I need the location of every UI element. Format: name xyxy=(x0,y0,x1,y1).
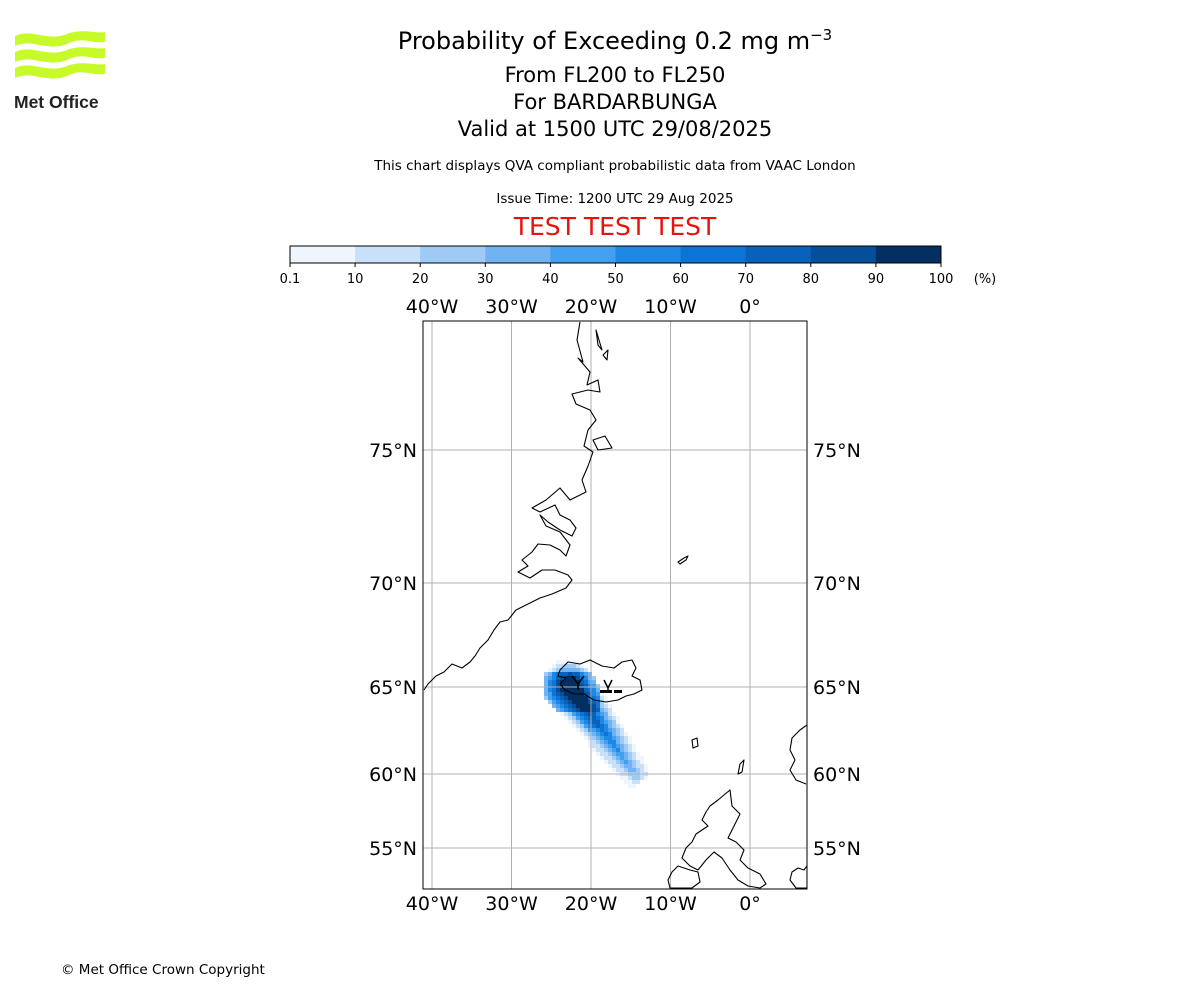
colorbar-tick-label: 80 xyxy=(803,272,820,287)
logo-waves xyxy=(15,31,105,79)
latitude-label: 75°N xyxy=(813,440,861,462)
longitude-label: 0° xyxy=(739,296,761,318)
longitude-label: 20°W xyxy=(565,296,618,318)
longitude-label: 0° xyxy=(739,893,761,915)
latitude-label: 65°N xyxy=(369,677,417,699)
colorbar-cell xyxy=(615,246,682,263)
ash-probability-field xyxy=(544,660,648,788)
greenland-fjord xyxy=(595,329,603,351)
norway-coast xyxy=(789,724,807,785)
colorbar-tick-label: 10 xyxy=(347,272,364,287)
colorbar-tick-label: 30 xyxy=(477,272,494,287)
colorbar-tick-label: 20 xyxy=(412,272,429,287)
greenland-northeast xyxy=(592,435,613,451)
colorbar-cell xyxy=(485,246,551,263)
greenland-coast xyxy=(423,321,601,691)
copyright-notice: © Met Office Crown Copyright xyxy=(61,962,265,978)
shetland xyxy=(737,759,745,775)
colorbar-cell xyxy=(355,246,421,263)
scotland-coast xyxy=(681,789,767,889)
colorbar-cell xyxy=(420,246,486,263)
latitude-label: 65°N xyxy=(813,677,861,699)
flight-levels: From FL200 to FL250 xyxy=(504,63,726,87)
latitude-label: 60°N xyxy=(813,764,861,786)
longitude-label: 30°W xyxy=(485,893,538,915)
ireland-coast xyxy=(667,865,701,889)
longitude-label: 30°W xyxy=(485,296,538,318)
colorbar-tick-label: 40 xyxy=(542,272,559,287)
colorbar-tick-label: 100 xyxy=(929,272,954,287)
met-office-logo: Met Office xyxy=(14,31,105,112)
colorbar-unit: (%) xyxy=(974,272,997,287)
volcano-name: For BARDARBUNGA xyxy=(513,90,717,114)
colorbar-tick-label: 0.1 xyxy=(280,272,301,287)
chart-title: Probability of Exceeding 0.2 mg m−3 xyxy=(15,26,1200,55)
denmark-coast xyxy=(789,865,807,889)
longitude-label: 10°W xyxy=(644,893,697,915)
colorbar-tick-label: 50 xyxy=(607,272,624,287)
greenland-island xyxy=(602,349,609,361)
colorbar-cell xyxy=(680,246,747,263)
latitude-label: 60°N xyxy=(369,764,417,786)
logo-text: Met Office xyxy=(14,92,99,112)
latitude-label: 70°N xyxy=(369,573,417,595)
longitude-label: 40°W xyxy=(406,893,459,915)
graticule xyxy=(423,321,807,889)
issue-time: Issue Time: 1200 UTC 29 Aug 2025 xyxy=(496,191,734,207)
colorbar-cell xyxy=(810,246,877,263)
latitude-label: 55°N xyxy=(813,838,861,860)
title-text: Probability of Exceeding 0.2 mg m xyxy=(397,27,811,55)
chart-description: This chart displays QVA compliant probab… xyxy=(374,158,856,174)
colorbar-tick-label: 60 xyxy=(672,272,689,287)
colorbar-cell xyxy=(745,246,812,263)
longitude-label: 20°W xyxy=(565,893,618,915)
latitude-label: 55°N xyxy=(369,838,417,860)
colorbar-cell xyxy=(290,246,356,263)
longitude-label: 10°W xyxy=(644,296,697,318)
latitude-label: 75°N xyxy=(369,440,417,462)
colorbar-cell xyxy=(550,246,616,263)
colorbar-tick-label: 70 xyxy=(737,272,754,287)
latitude-label: 70°N xyxy=(813,573,861,595)
faroe-islands xyxy=(691,737,699,749)
volcano-symbols xyxy=(571,675,622,693)
probability-colorbar: 0.1 10 20 30 40 50 60 70 80 90 100 (%) xyxy=(280,245,997,287)
jan-mayen xyxy=(677,555,689,565)
colorbar-tick-label: 90 xyxy=(868,272,885,287)
valid-time: Valid at 1500 UTC 29/08/2025 xyxy=(457,117,773,141)
test-banner: TEST TEST TEST xyxy=(513,212,717,241)
colorbar-cell xyxy=(875,246,942,263)
longitude-label: 40°W xyxy=(406,296,459,318)
coastlines xyxy=(423,321,807,889)
iceland-coast xyxy=(557,659,643,703)
title-exponent: −3 xyxy=(810,26,833,44)
map-frame xyxy=(422,320,808,890)
